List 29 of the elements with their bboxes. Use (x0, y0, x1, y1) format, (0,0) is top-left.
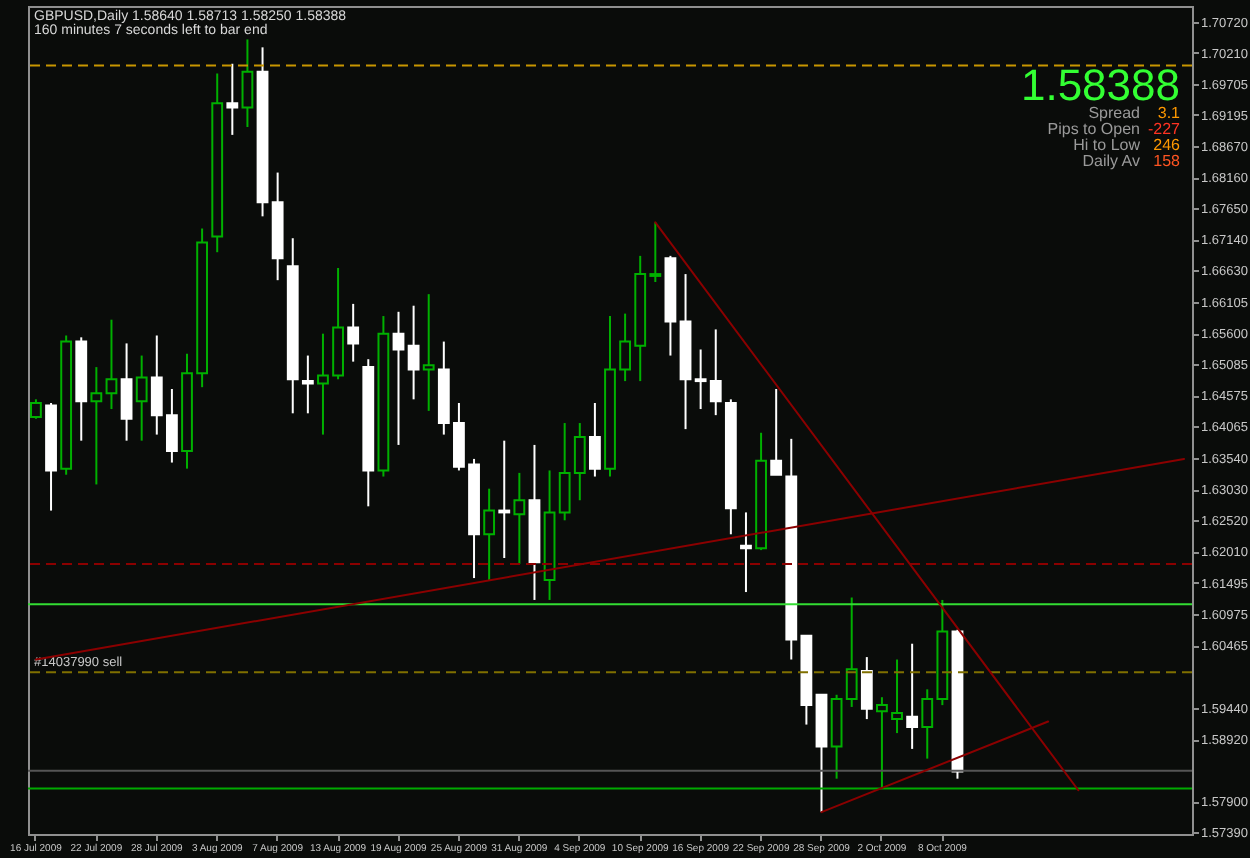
candlestick (347, 302, 360, 363)
candlestick (876, 696, 888, 790)
candlestick (105, 318, 118, 411)
candlestick (392, 310, 405, 446)
annotation: Spread (1088, 104, 1140, 122)
annotation: -227 (1147, 120, 1182, 138)
candlestick (891, 658, 903, 735)
candlestick (241, 38, 254, 128)
candlestick (422, 293, 435, 412)
annotation: Hi to Low (1073, 136, 1141, 154)
candlestick (226, 62, 239, 136)
annotation: 3.1 (1157, 104, 1182, 122)
candlestick (90, 366, 103, 486)
candlestick (740, 511, 752, 594)
annotation: 158 (1153, 152, 1182, 170)
candlestick (30, 398, 42, 420)
annotation: Pips to Open (1047, 120, 1140, 138)
candlestick (135, 354, 148, 442)
candlestick (301, 354, 314, 415)
candlestick (770, 388, 783, 476)
candlestick (483, 487, 496, 581)
annotation: Daily Av (1082, 152, 1140, 170)
candlestick (407, 304, 420, 401)
candlestick (120, 342, 133, 442)
annotation: 246 (1153, 136, 1182, 154)
candlestick (588, 401, 601, 478)
candlestick (513, 471, 526, 566)
candlestick (906, 642, 919, 750)
candlestick (860, 656, 873, 721)
